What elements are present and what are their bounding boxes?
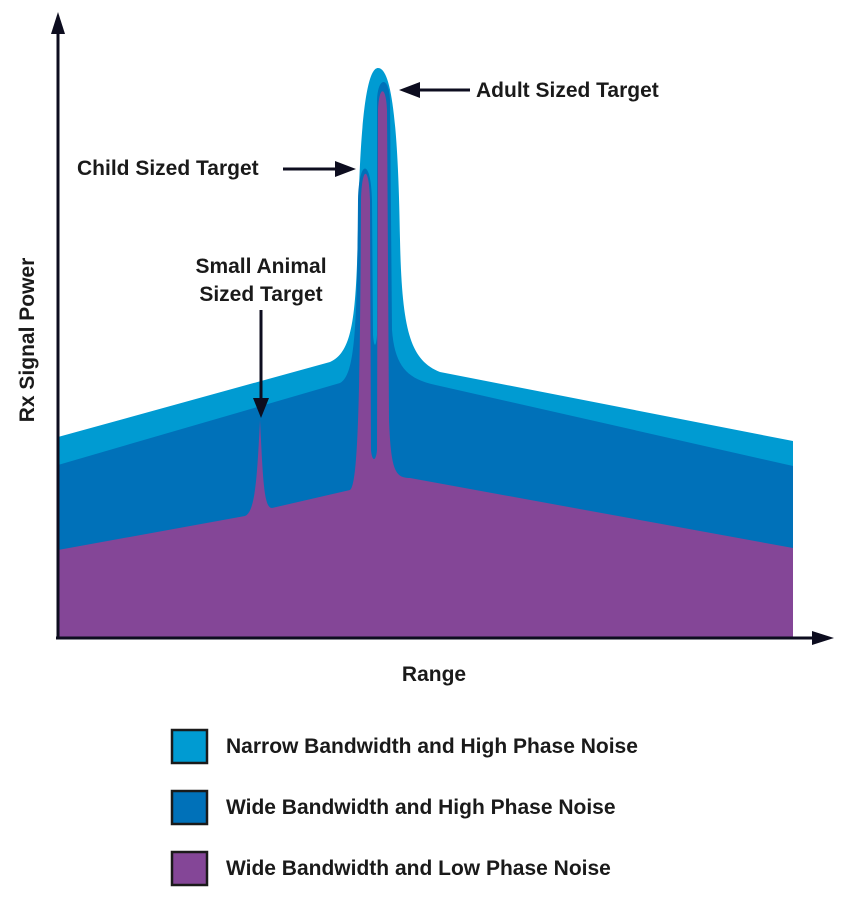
legend: Narrow Bandwidth and High Phase Noise Wi… xyxy=(170,728,638,887)
legend-item: Narrow Bandwidth and High Phase Noise xyxy=(170,728,638,765)
legend-swatch xyxy=(170,850,209,887)
arrow-left-icon xyxy=(399,82,420,98)
arrow-right-icon xyxy=(335,161,356,177)
legend-label: Narrow Bandwidth and High Phase Noise xyxy=(226,735,638,758)
legend-label: Wide Bandwidth and Low Phase Noise xyxy=(226,857,611,880)
legend-swatch xyxy=(170,728,209,765)
x-axis xyxy=(56,631,834,645)
series-wide-bandwidth-high-phase-noise xyxy=(58,82,793,638)
annotation-adult-label: Adult Sized Target xyxy=(476,79,659,102)
annotation-animal-label-2: Sized Target xyxy=(199,283,322,306)
annotation-animal: Small Animal Sized Target xyxy=(195,255,327,418)
annotation-animal-label-1: Small Animal xyxy=(195,255,326,278)
legend-swatch xyxy=(170,789,209,826)
y-axis xyxy=(51,12,65,638)
annotation-child-label: Child Sized Target xyxy=(77,157,259,180)
annotation-child: Child Sized Target xyxy=(77,157,356,180)
series-wide-bandwidth-low-phase-noise xyxy=(58,91,793,638)
annotation-adult: Adult Sized Target xyxy=(399,79,659,102)
y-axis-label: Rx Signal Power xyxy=(16,258,39,423)
legend-item: Wide Bandwidth and High Phase Noise xyxy=(170,789,616,826)
legend-item: Wide Bandwidth and Low Phase Noise xyxy=(170,850,611,887)
legend-label: Wide Bandwidth and High Phase Noise xyxy=(226,796,616,819)
arrow-down-icon xyxy=(253,398,269,418)
x-axis-label: Range xyxy=(402,663,466,686)
